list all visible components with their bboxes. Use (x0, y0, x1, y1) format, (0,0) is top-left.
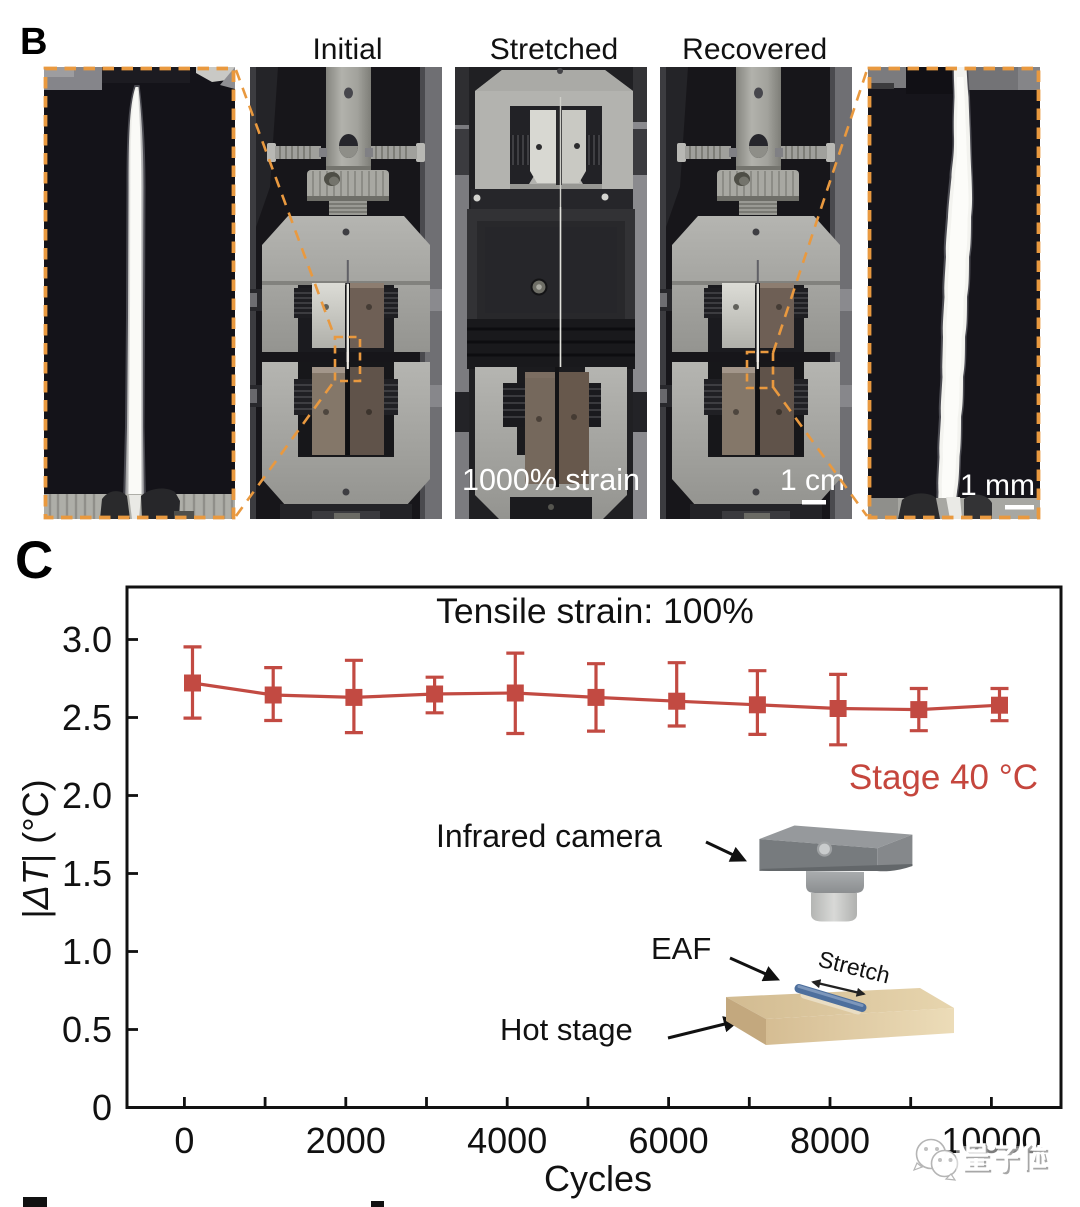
svg-text:|ΔT| (°C): |ΔT| (°C) (15, 779, 56, 918)
svg-text:Hot stage: Hot stage (500, 1012, 633, 1047)
svg-text:3.0: 3.0 (62, 619, 112, 660)
svg-text:0: 0 (92, 1087, 112, 1128)
svg-text:Infrared camera: Infrared camera (436, 818, 662, 854)
svg-text:Tensile strain: 100%: Tensile strain: 100% (436, 591, 754, 631)
svg-text:Stage 40 °C: Stage 40 °C (849, 758, 1038, 797)
svg-text:Stretch: Stretch (816, 946, 893, 989)
svg-text:0: 0 (174, 1120, 194, 1161)
svg-text:1000% strain: 1000% strain (462, 463, 640, 497)
svg-text:4000: 4000 (467, 1120, 547, 1161)
svg-text:EAF: EAF (651, 931, 711, 966)
svg-text:2000: 2000 (306, 1120, 386, 1161)
svg-text:2.0: 2.0 (62, 775, 112, 816)
svg-text:2.5: 2.5 (62, 697, 112, 738)
svg-text:Cycles: Cycles (544, 1158, 652, 1199)
svg-text:0.5: 0.5 (62, 1009, 112, 1050)
svg-text:1.5: 1.5 (62, 853, 112, 894)
svg-text:1 mm: 1 mm (960, 469, 1035, 502)
svg-text:8000: 8000 (790, 1120, 870, 1161)
svg-text:6000: 6000 (629, 1120, 709, 1161)
svg-text:1.0: 1.0 (62, 931, 112, 972)
